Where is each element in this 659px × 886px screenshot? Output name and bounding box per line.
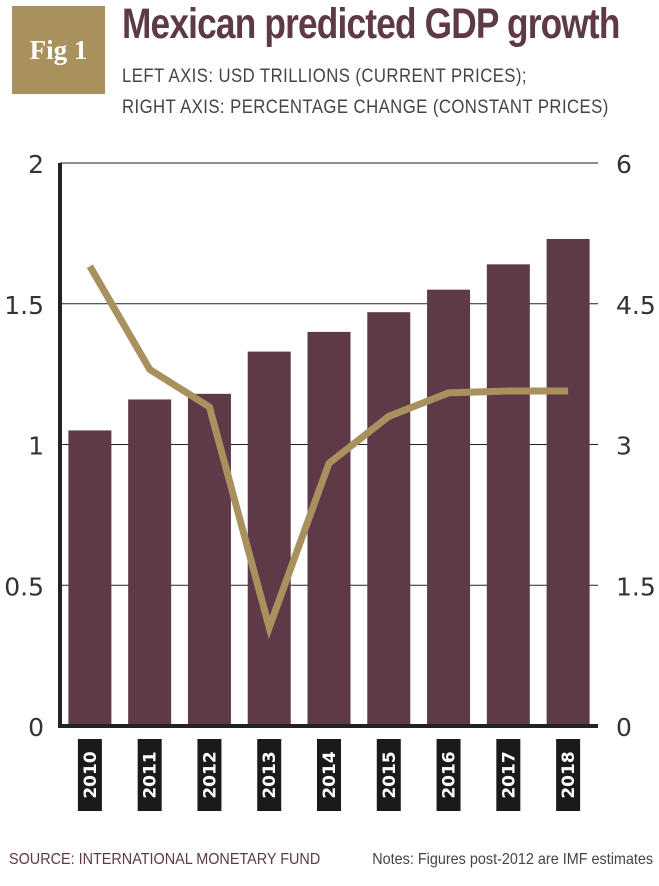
right-tick-label: 3 (616, 432, 632, 461)
bar-2014 (307, 331, 351, 726)
left-tick-label: 0.5 (4, 572, 44, 601)
x-tick-2018: 2018 (556, 739, 581, 811)
bar-2016 (427, 289, 471, 726)
growth-line (86, 264, 569, 640)
bar-2010 (68, 430, 112, 726)
x-tick-2016: 2016 (436, 739, 461, 811)
x-tick-label: 2015 (380, 751, 400, 798)
x-axis-labels: 2010 2011 2012 2013 2014 2015 2016 2017 2018 (77, 739, 581, 811)
x-tick-2012: 2012 (197, 739, 222, 811)
x-tick-label: 2013 (260, 751, 280, 798)
x-tick-box (556, 739, 581, 811)
x-tick-2011: 2011 (137, 739, 162, 811)
x-tick-label: 2012 (200, 751, 220, 798)
estimates-note: Notes: Figures post-2012 are IMF estimat… (372, 851, 653, 868)
x-tick-2017: 2017 (496, 739, 521, 811)
x-tick-box (436, 739, 461, 811)
x-tick-2010: 2010 (77, 739, 102, 811)
x-tick-label: 2017 (499, 751, 519, 798)
left-tick-label: 2 (28, 150, 44, 179)
x-tick-box (77, 739, 102, 811)
bar-2012 (187, 393, 231, 726)
left-tick-label: 1.5 (4, 291, 44, 320)
right-tick-label: 0 (616, 713, 632, 742)
left-tick-label: 1 (28, 432, 44, 461)
x-tick-box (496, 739, 521, 811)
right-tick-label: 1.5 (616, 572, 656, 601)
axes (58, 163, 598, 728)
source-note: SOURCE: INTERNATIONAL MONETARY FUND (9, 851, 321, 868)
chart-subtitle-left-axis: LEFT AXIS: USD TRILLIONS (CURRENT PRICES… (122, 66, 527, 87)
chart-title: Mexican predicted GDP growth (122, 0, 620, 48)
right-tick-label: 4.5 (616, 291, 656, 320)
bar-2013 (247, 351, 291, 726)
x-tick-label: 2016 (440, 751, 460, 798)
x-tick-2014: 2014 (317, 739, 341, 811)
x-tick-box (197, 739, 222, 811)
x-tick-box (257, 739, 282, 811)
bar-2017 (486, 264, 530, 726)
figure-badge: Fig 1 (12, 6, 105, 94)
x-tick-box (317, 739, 341, 811)
bar-2011 (128, 399, 172, 726)
right-tick-label: 6 (616, 150, 632, 179)
bars (68, 239, 590, 726)
x-tick-label: 2018 (559, 751, 579, 798)
bar-2018 (546, 239, 590, 726)
x-tick-2015: 2015 (376, 739, 401, 811)
x-tick-label: 2014 (320, 751, 340, 798)
chart-subtitle-right-axis: RIGHT AXIS: PERCENTAGE CHANGE (CONSTANT … (122, 97, 609, 118)
x-tick-label: 2010 (81, 751, 101, 798)
x-tick-2013: 2013 (257, 739, 282, 811)
bar-2015 (367, 312, 411, 726)
left-axis-ticks: 0 0.5 1 1.5 2 (4, 150, 44, 742)
x-tick-label: 2011 (141, 751, 161, 798)
left-tick-label: 0 (28, 713, 44, 742)
x-tick-box (137, 739, 162, 811)
right-axis-ticks: 0 1.5 3 4.5 6 (616, 150, 656, 742)
x-tick-box (376, 739, 401, 811)
